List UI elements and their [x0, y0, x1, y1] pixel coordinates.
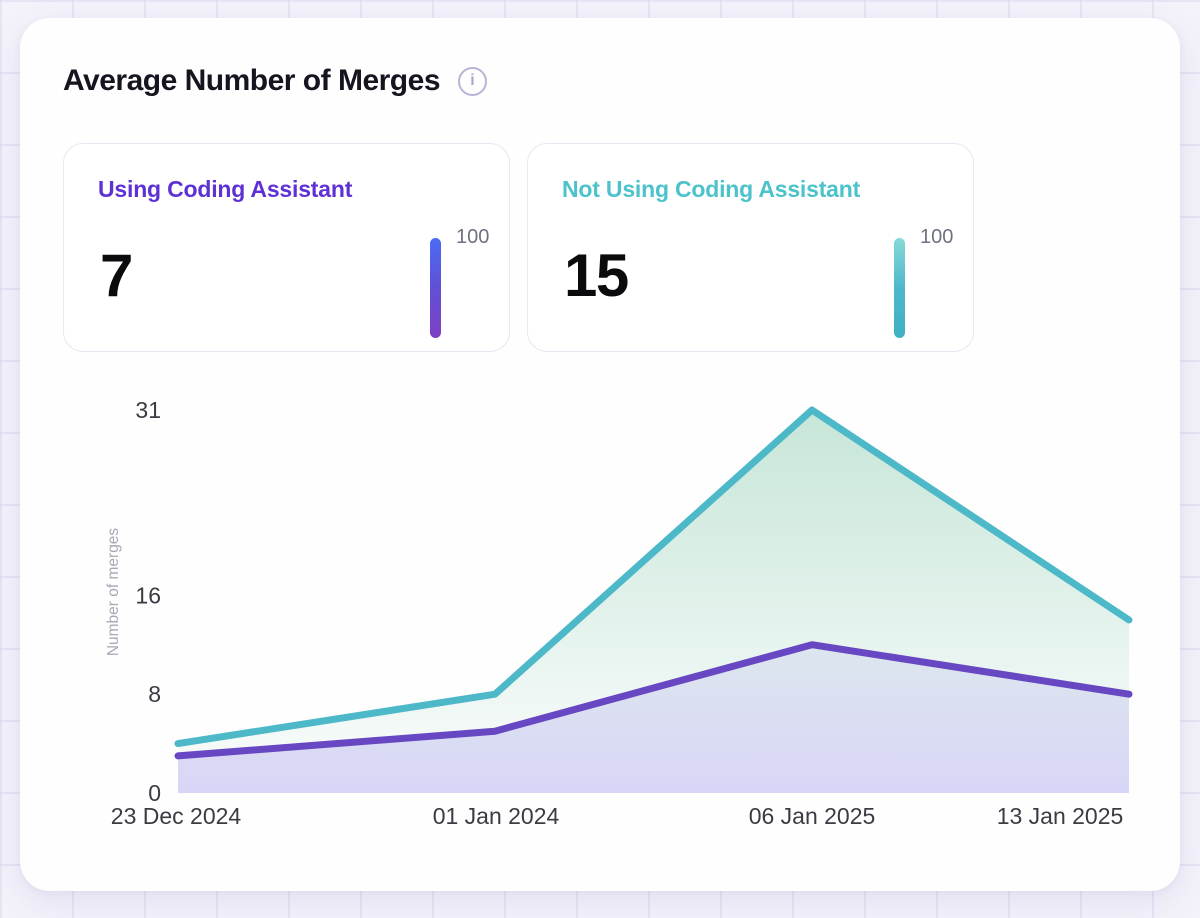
- stat-gauge-max-label: 100: [920, 226, 954, 248]
- area-series-1: [178, 644, 1129, 793]
- x-tick-label: 01 Jan 2024: [433, 803, 560, 829]
- x-tick-label: 13 Jan 2025: [997, 803, 1124, 829]
- stat-gauge-max-label: 100: [456, 226, 490, 248]
- stat-row: Using Coding Assistant 7 100 Not Using C…: [63, 143, 974, 352]
- y-tick-label: 31: [135, 397, 161, 423]
- panel-header: Average Number of Merges i: [63, 64, 488, 98]
- y-tick-label: 16: [135, 582, 161, 608]
- merges-chart[interactable]: 0 8 16 31 23 Dec 2024 01 Jan 2024 06 Jan 2025 1…: [60, 380, 1180, 850]
- stat-card-label: Not Using Coding Assistant: [562, 176, 861, 202]
- stat-gauge-bar: [430, 238, 441, 338]
- y-tick-label: 8: [148, 681, 161, 707]
- merges-panel: Average Number of Merges i Using Coding …: [20, 18, 1180, 891]
- line-series-0[interactable]: [174, 406, 1133, 748]
- y-axis-title: Number of merges: [105, 528, 122, 657]
- y-tick-label: 0: [148, 780, 161, 806]
- panel-title: Average Number of Merges: [63, 64, 441, 97]
- x-tick-label: 23 Dec 2024: [111, 803, 242, 829]
- info-icon[interactable]: i: [458, 66, 488, 96]
- stat-card-value: 15: [564, 242, 629, 309]
- stat-card-label: Using Coding Assistant: [98, 176, 353, 202]
- stat-gauge-bar: [894, 238, 905, 338]
- x-tick-label: 06 Jan 2025: [749, 803, 876, 829]
- stat-card-not-using-assistant: Not Using Coding Assistant 15 100: [527, 143, 974, 352]
- line-series-1[interactable]: [174, 641, 1133, 760]
- stat-card-using-assistant: Using Coding Assistant 7 100: [63, 143, 510, 352]
- stat-card-value: 7: [100, 242, 133, 309]
